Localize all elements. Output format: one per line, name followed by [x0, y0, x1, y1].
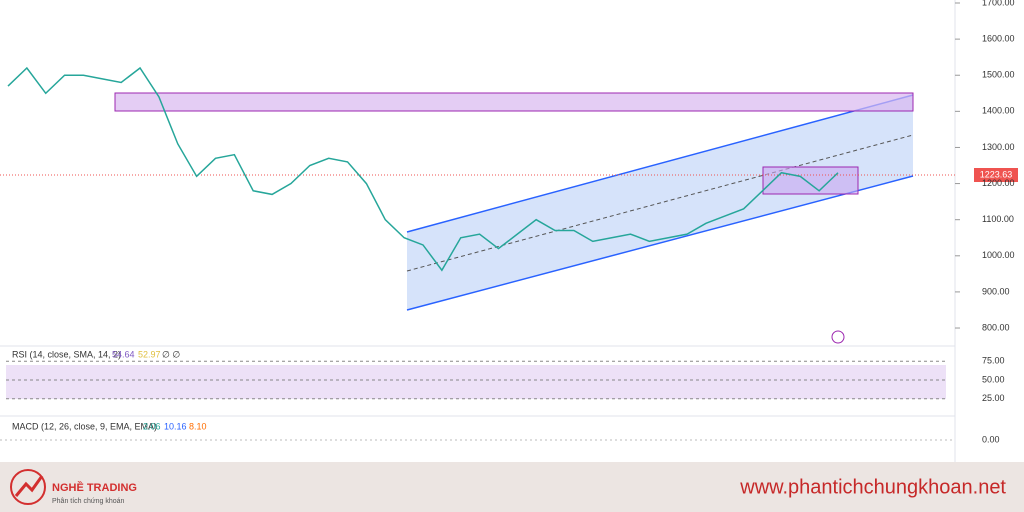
rsi-tick-label: 25.00 [982, 393, 1005, 403]
last-price-tag [974, 168, 1018, 182]
rsi-value: 52.97 [138, 349, 161, 359]
price-line [7, 66, 839, 272]
box-zone [762, 166, 859, 195]
resistance-zone [114, 92, 914, 112]
channel-mid [406, 134, 914, 272]
macd-value: 10.16 [164, 421, 187, 431]
macd-title: MACD (12, 26, close, 9, EMA, EMA) [12, 421, 157, 431]
tagline: Phân tích chứng khoán [52, 498, 125, 505]
rsi-value: 54.64 [112, 349, 135, 359]
macd-value: 2.06 [143, 421, 161, 431]
y-tick-label: 1600.00 [982, 33, 1015, 43]
rsi-band [6, 365, 946, 399]
channel-bottom [406, 175, 914, 311]
logo [10, 469, 46, 505]
y-tick-label: 1000.00 [982, 250, 1015, 260]
channel-top [406, 94, 914, 233]
y-tick-label: 1100.00 [982, 214, 1014, 224]
rsi-tick-label: 50.00 [982, 374, 1005, 384]
y-tick-label: 1400.00 [982, 106, 1015, 116]
y-tick-label: 1200.00 [982, 178, 1015, 188]
macd-value: 8.10 [189, 421, 207, 431]
logo-arrow [14, 475, 44, 497]
brand: NGHỀ TRADING [52, 481, 137, 494]
y-tick-label: 1500.00 [982, 70, 1015, 80]
y-tick-label: 900.00 [982, 286, 1010, 296]
y-tick-label: 1300.00 [982, 142, 1015, 152]
last-price-label: 1223.63 [980, 169, 1013, 179]
y-tick-label: 800.00 [982, 322, 1010, 332]
macd-tick-label: 0.00 [982, 434, 1000, 444]
alert-icon[interactable] [831, 330, 845, 344]
rsi-value: ∅ ∅ [162, 349, 180, 359]
rsi-tick-label: 75.00 [982, 356, 1005, 366]
y-tick-label: 1700.00 [982, 0, 1015, 7]
rsi-title: RSI (14, close, SMA, 14, 2) [12, 349, 121, 359]
footer [0, 462, 1024, 512]
website: www.phantichchungkhoan.net [739, 476, 1006, 498]
